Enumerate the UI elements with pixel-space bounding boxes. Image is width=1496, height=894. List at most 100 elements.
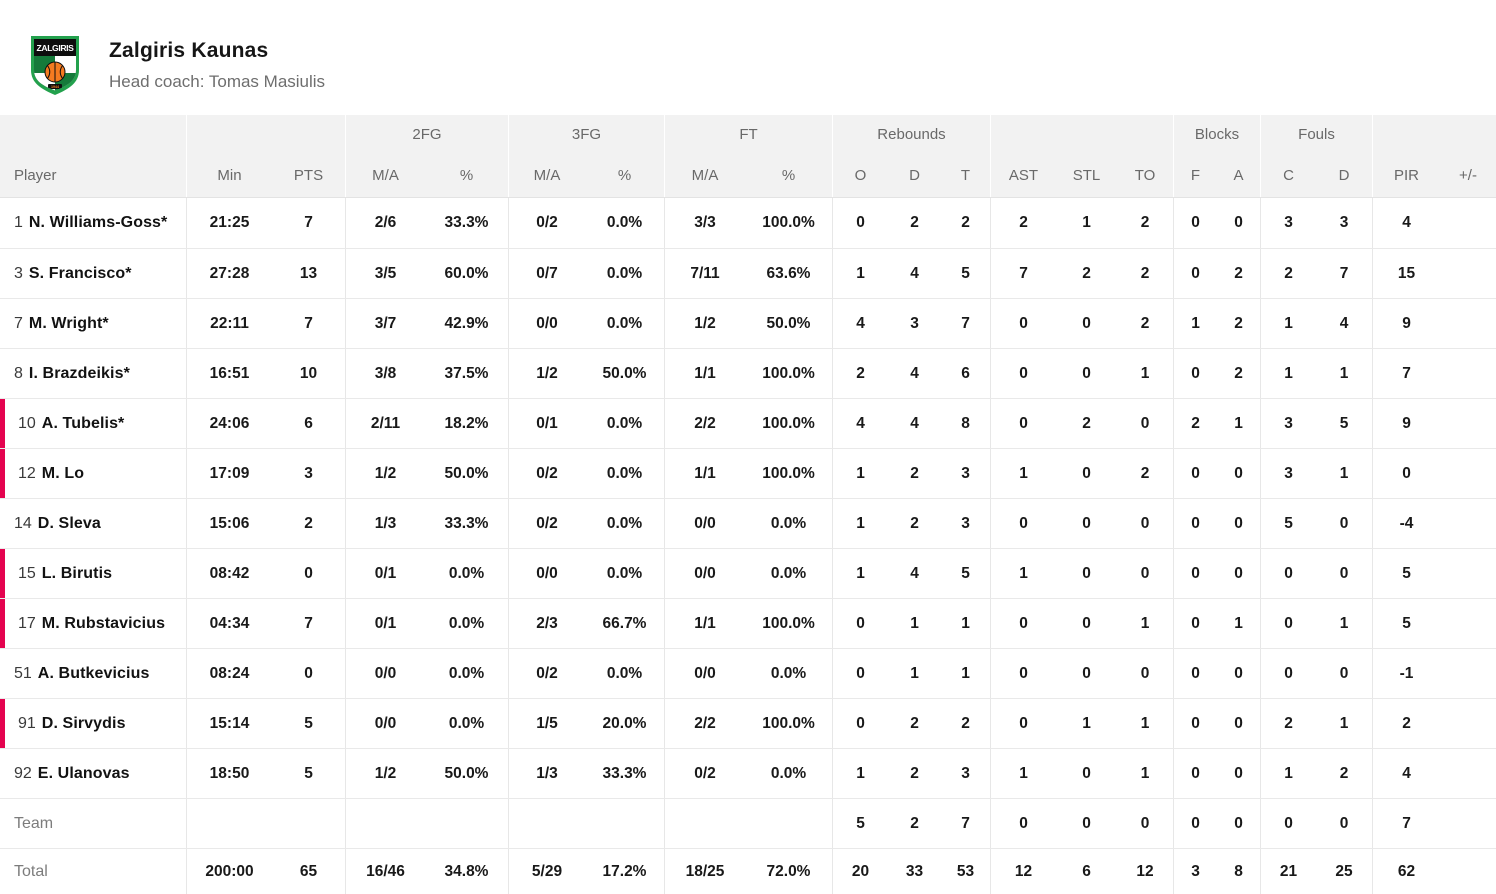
player-row-14: 14 D. Sleva 15:06 2 1/3 33.3% 0/2 0.0% 0/0 0.0% 1 2… bbox=[0, 498, 1496, 548]
col-foul-c: C bbox=[1260, 153, 1316, 197]
stat-to: 2 bbox=[1140, 314, 1150, 332]
stat-3fg-pct: 0.0% bbox=[606, 264, 643, 282]
player-row-3: 3 S. Francisco* 27:28 13 3/5 60.0% 0/7 0.0% 7/11… bbox=[0, 248, 1496, 298]
col-foul-d: D bbox=[1338, 166, 1350, 184]
stat-reb-o: 0 bbox=[832, 599, 888, 648]
player-cell: 17 M. Rubstavicius bbox=[0, 599, 186, 648]
stat-2fg-pct: 50.0% bbox=[444, 764, 489, 782]
stat-reb-d: 1 bbox=[910, 664, 919, 682]
stat-pir: -1 bbox=[1372, 649, 1440, 698]
stat-plus-minus bbox=[1440, 799, 1496, 848]
stat-blk-a: 8 bbox=[1234, 862, 1243, 880]
stat-2fg-ma: 2/6 bbox=[345, 198, 425, 248]
stat-reb-t: 5 bbox=[961, 564, 970, 582]
stat-ft-ma: 0/0 bbox=[664, 649, 745, 698]
stat-foul-d: 1 bbox=[1339, 614, 1349, 632]
stat-foul-d: 2 bbox=[1339, 764, 1349, 782]
stat-reb-t: 3 bbox=[961, 464, 970, 482]
player-cell: Total bbox=[0, 849, 186, 894]
stat-2fg-pct: 33.3% bbox=[444, 214, 489, 231]
on-court-marker bbox=[0, 549, 5, 598]
stat-2fg-pct: 0.0% bbox=[448, 614, 485, 632]
team-name: Zalgiris Kaunas bbox=[109, 38, 269, 62]
stat-reb-o: 5 bbox=[832, 799, 888, 848]
col-blk-f: F bbox=[1173, 153, 1217, 197]
stat-foul-c: 5 bbox=[1260, 499, 1316, 548]
header-column-row: Player Min PTS M/A % M/A % M/A % O D T A… bbox=[0, 153, 1496, 197]
stat-2fg-ma: 1/3 bbox=[345, 499, 425, 548]
stat-reb-t: 2 bbox=[961, 214, 970, 231]
stat-blk-f: 0 bbox=[1173, 549, 1217, 598]
stat-pts: 3 bbox=[304, 464, 313, 482]
stat-foul-c: 3 bbox=[1260, 449, 1316, 498]
stat-blk-f: 0 bbox=[1173, 649, 1217, 698]
stat-ft-ma: 2/2 bbox=[664, 399, 745, 448]
stat-blk-a: 0 bbox=[1234, 564, 1243, 582]
stat-pts: 7 bbox=[304, 614, 313, 632]
stat-2fg-pct: 18.2% bbox=[444, 414, 489, 432]
stat-3fg-ma bbox=[508, 799, 585, 848]
logo-wordmark: ZALGIRIS bbox=[37, 43, 75, 53]
stat-reb-t: 2 bbox=[961, 714, 970, 732]
table-header: 2FG 3FG FT Rebounds Blocks Fouls Player … bbox=[0, 115, 1496, 198]
stat-ast: 0 bbox=[990, 499, 1056, 548]
stat-ast: 1 bbox=[990, 449, 1056, 498]
player-row-15: 15 L. Birutis 08:42 0 0/1 0.0% 0/0 0.0% 0/0 0.0% 1… bbox=[0, 548, 1496, 598]
total-row-label: Total bbox=[14, 862, 48, 880]
stat-to: 2 bbox=[1140, 464, 1150, 482]
stat-pts: 6 bbox=[304, 414, 313, 432]
stat-3fg-pct: 66.7% bbox=[602, 614, 647, 632]
stat-reb-t: 7 bbox=[961, 314, 970, 332]
player-cell: 14 D. Sleva bbox=[0, 499, 186, 548]
stat-2fg-pct: 42.9% bbox=[444, 314, 489, 332]
stat-to: 0 bbox=[1140, 414, 1150, 432]
stat-3fg-ma: 0/0 bbox=[508, 549, 585, 598]
stat-blk-a: 2 bbox=[1234, 314, 1243, 332]
stat-foul-d: 0 bbox=[1339, 564, 1349, 582]
stat-blk-f: 0 bbox=[1173, 749, 1217, 798]
stat-ft-pct: 100.0% bbox=[762, 414, 815, 432]
stat-min: 21:25 bbox=[186, 198, 272, 248]
stat-min: 22:11 bbox=[186, 299, 272, 348]
stat-stl: 0 bbox=[1082, 464, 1091, 482]
stat-pts: 7 bbox=[304, 314, 313, 332]
jersey-number: 91 bbox=[18, 714, 36, 732]
player-row-1: 1 N. Williams-Goss* 21:25 7 2/6 33.3% 0/2 0.0% 3… bbox=[0, 198, 1496, 248]
player-cell: Team bbox=[0, 799, 186, 848]
stat-foul-d: 7 bbox=[1339, 264, 1349, 282]
stat-3fg-pct: 0.0% bbox=[606, 664, 643, 682]
stat-reb-o: 1 bbox=[832, 449, 888, 498]
stat-ft-ma: 0/0 bbox=[664, 549, 745, 598]
jersey-number: 1 bbox=[14, 214, 23, 231]
stat-ast: 12 bbox=[990, 849, 1056, 894]
stat-ft-ma: 0/2 bbox=[664, 749, 745, 798]
stat-reb-o: 2 bbox=[832, 349, 888, 398]
stat-pts: 7 bbox=[304, 214, 313, 231]
stat-pir: 5 bbox=[1372, 599, 1440, 648]
stat-3fg-pct: 0.0% bbox=[606, 214, 643, 231]
stat-ft-ma bbox=[664, 799, 745, 848]
stat-foul-c: 0 bbox=[1260, 599, 1316, 648]
group-2fg: 2FG bbox=[345, 115, 508, 153]
stat-plus-minus bbox=[1440, 299, 1496, 348]
team-logo: 1944 ZALGIRIS bbox=[31, 36, 79, 95]
stat-foul-d: 0 bbox=[1339, 814, 1349, 832]
stat-reb-d: 2 bbox=[910, 764, 919, 782]
stat-plus-minus bbox=[1440, 399, 1496, 448]
col-3fg-ma: M/A bbox=[508, 153, 585, 197]
stat-reb-d: 2 bbox=[910, 814, 919, 832]
stat-blk-f: 0 bbox=[1173, 799, 1217, 848]
stat-3fg-ma: 0/2 bbox=[508, 499, 585, 548]
stat-2fg-ma: 1/2 bbox=[345, 749, 425, 798]
stat-blk-a: 0 bbox=[1234, 214, 1243, 231]
player-name: M. Wright* bbox=[28, 314, 109, 332]
stat-reb-d: 2 bbox=[910, 464, 919, 482]
stat-pts: 5 bbox=[304, 714, 313, 732]
col-player: Player bbox=[14, 166, 57, 184]
stat-pir: 15 bbox=[1372, 249, 1440, 298]
stat-reb-d: 1 bbox=[910, 614, 919, 632]
stat-to: 0 bbox=[1140, 514, 1150, 532]
stat-ft-pct: 0.0% bbox=[770, 514, 807, 532]
stat-reb-d: 33 bbox=[905, 862, 924, 880]
